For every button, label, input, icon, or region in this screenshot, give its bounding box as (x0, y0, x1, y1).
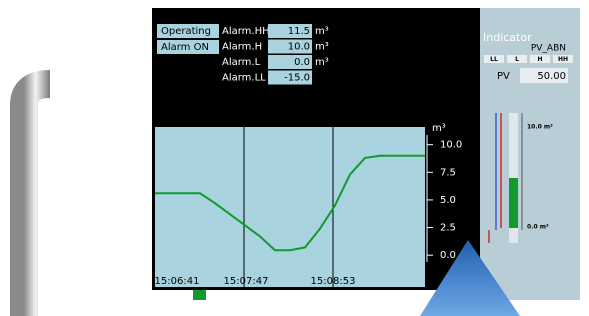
alarm-value: 0.0 (294, 57, 310, 68)
pipe (24, 84, 50, 316)
y-tick-label: 10.0 (440, 140, 462, 151)
status-led (193, 290, 206, 300)
alarm-unit: m³ (315, 42, 329, 53)
time-label: 15:07:47 (224, 276, 269, 287)
alarm-value: 11.5 (288, 26, 310, 37)
y-tick-label: 2.5 (440, 223, 456, 234)
gauge-top-label: 10.0 m³ (527, 124, 553, 131)
y-tick-label: 7.5 (440, 167, 456, 178)
time-label: 15:06:41 (155, 276, 200, 287)
alarm-label: Alarm.L (222, 57, 261, 68)
alarm-unit: m³ (315, 26, 329, 37)
gauge-bottom-label: 0.0 m³ (527, 224, 549, 231)
y-axis-unit: m³ (432, 123, 446, 134)
status-operating: Operating (161, 26, 211, 37)
pv-value: 50.00 (537, 71, 566, 82)
status-alarm: Alarm ON (161, 42, 209, 53)
plot-area (155, 127, 425, 287)
y-tick-label: 5.0 (440, 195, 456, 206)
alarm-label: Alarm.LL (222, 73, 266, 84)
trend-chart: m³ 10.0 7.5 5.0 2.5 0.0 15:06:41 15:07:47 15:08:… (155, 123, 463, 287)
y-tick-label: 0.0 (440, 250, 456, 261)
level-label: H (537, 56, 542, 63)
alarm-value: 10.0 (288, 42, 310, 53)
alarm-label: Alarm.HH (222, 26, 270, 37)
pv-label: PV (497, 71, 510, 82)
time-label: 15:08:53 (311, 276, 356, 287)
alarm-unit: m³ (315, 57, 329, 68)
level-label: L (515, 56, 519, 63)
alarm-label: Alarm.H (222, 42, 262, 53)
level-label: HH (558, 56, 568, 63)
hmi-screen: Operating Alarm ON Alarm.HH11.5m³Alarm.H… (0, 0, 589, 316)
indicator-title: Indicator (483, 31, 532, 44)
alarm-value: -15.0 (284, 73, 310, 84)
gauge-fill (509, 178, 518, 228)
indicator-tag: PV_ABN (531, 44, 566, 54)
level-label: LL (490, 56, 498, 63)
